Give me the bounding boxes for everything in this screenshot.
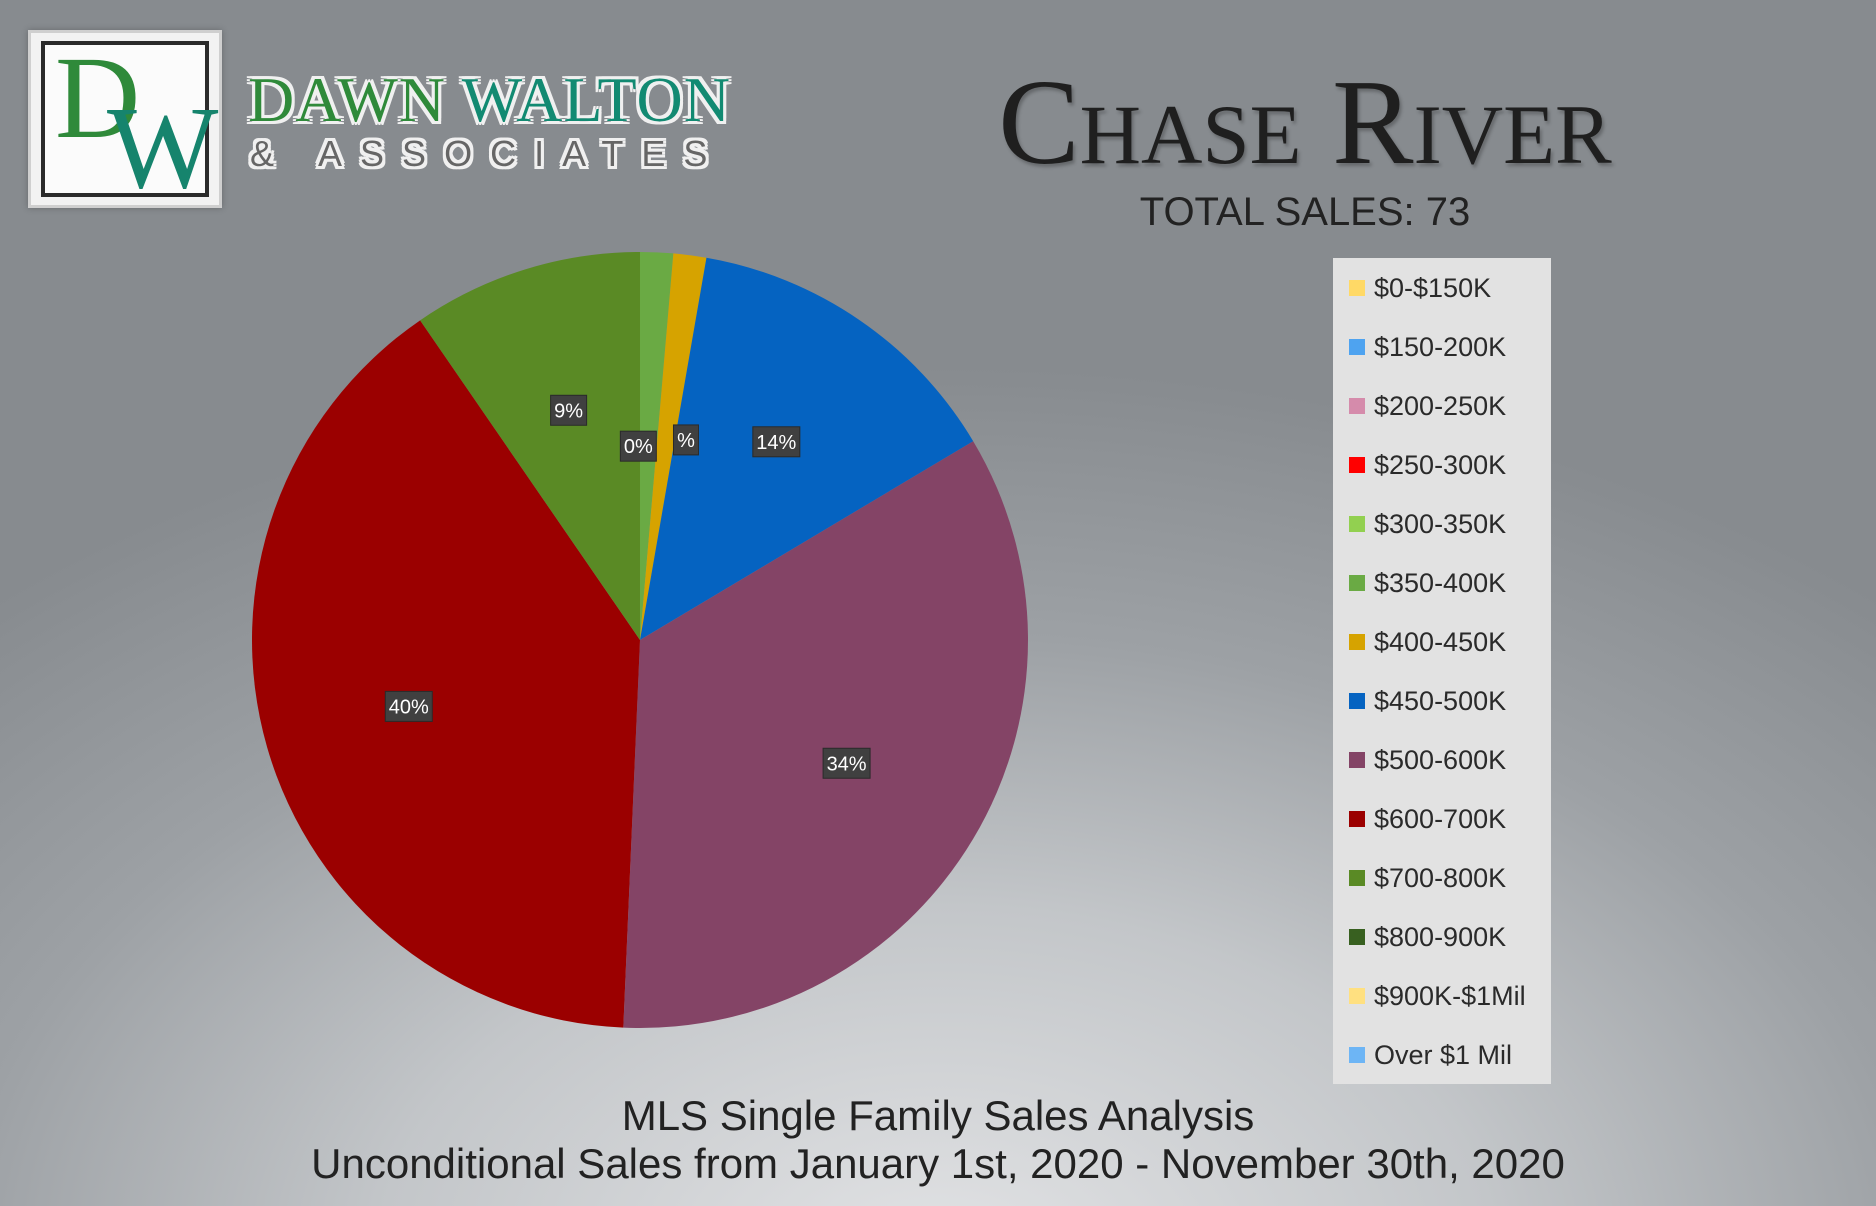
legend-swatch <box>1349 634 1365 650</box>
logo-letter-d: D <box>55 32 141 163</box>
legend-item-150-200k: $150-200K <box>1349 331 1506 363</box>
legend-label: $150-200K <box>1374 331 1507 362</box>
legend-label: $700-800K <box>1374 862 1507 893</box>
data-label-text: % <box>677 430 695 452</box>
data-label-400-450k: % <box>672 424 699 456</box>
pie-slice-500-600k <box>623 441 1028 1028</box>
pie-slice-700-800k <box>420 252 640 640</box>
legend-item-900k-1mil: $900K-$1Mil <box>1349 980 1526 1012</box>
data-label-box <box>752 426 801 458</box>
pie-slice-600-700k <box>251 320 641 1028</box>
legend-item-600-700k: $600-700K <box>1349 803 1506 835</box>
legend-label: $450-500K <box>1374 685 1507 716</box>
data-label-box <box>384 690 433 722</box>
pie-slices <box>251 252 1028 1028</box>
data-label-600-700k: 40% <box>384 690 433 722</box>
data-label-text: 40% <box>389 696 429 718</box>
brand-name-first: DAWN <box>248 64 446 135</box>
legend-swatch <box>1349 280 1365 296</box>
legend-item-0-150k: $0-$150K <box>1349 272 1491 304</box>
legend-label: $350-400K <box>1374 567 1507 598</box>
legend-item-350-400k: $350-400K <box>1349 567 1506 599</box>
data-label-box <box>550 394 588 426</box>
legend-swatch <box>1349 575 1365 591</box>
footer-subtitle: MLS Single Family Sales Analysis <box>621 1092 1255 1139</box>
footer-date-range: Unconditional Sales from January 1st, 20… <box>311 1140 1565 1187</box>
legend-swatch <box>1349 988 1365 1004</box>
legend-label: $250-300K <box>1374 449 1507 480</box>
legend-item-200-250k: $200-250K <box>1349 390 1506 422</box>
legend-item-800-900k: $800-900K <box>1349 921 1506 953</box>
data-label-450-500k: 14% <box>752 426 801 458</box>
data-label-box <box>822 747 871 779</box>
total-sales: TOTAL SALES: 73 <box>1139 190 1471 234</box>
pie-data-labels: 0%% 14% 34% 40% 9% <box>384 394 871 779</box>
pie-slice-450-500k <box>640 257 974 640</box>
data-label-text: 14% <box>756 432 796 454</box>
legend-swatch <box>1349 752 1365 768</box>
data-label-350-400k: 0% <box>619 430 657 462</box>
legend-item-400-450k: $400-450K <box>1349 626 1506 658</box>
legend-swatch <box>1349 457 1365 473</box>
legend-label: $0-$150K <box>1374 272 1492 303</box>
legend-label: $200-250K <box>1374 390 1507 421</box>
legend-swatch <box>1349 398 1365 414</box>
legend-swatch <box>1349 1047 1365 1063</box>
legend-swatch <box>1349 870 1365 886</box>
data-label-box <box>619 430 657 462</box>
data-label-700-800k: 9% <box>550 394 588 426</box>
legend-label: $900K-$1Mil <box>1374 980 1526 1011</box>
legend-label: $400-450K <box>1374 626 1507 657</box>
legend-item-over-1-mil: Over $1 Mil <box>1349 1039 1512 1071</box>
logo: D W <box>28 30 222 208</box>
data-label-500-600k: 34% <box>822 747 871 779</box>
legend-swatch <box>1349 693 1365 709</box>
legend-swatch <box>1349 811 1365 827</box>
chart-legend: $0-$150K $150-200K $200-250K $250-300K $300-… <box>1333 258 1551 1084</box>
data-label-box <box>672 424 699 456</box>
legend-swatch <box>1349 516 1365 532</box>
legend-item-250-300k: $250-300K <box>1349 449 1506 481</box>
brand-name: DAWN WALTON <box>248 68 731 132</box>
brand-subtitle: & ASSOCIATES <box>250 133 726 174</box>
brand-name-last: WALTON <box>461 64 731 135</box>
logo-frame: D W <box>41 32 218 207</box>
legend-item-700-800k: $700-800K <box>1349 862 1506 894</box>
data-label-text: 0% <box>624 436 653 458</box>
legend-label: $600-700K <box>1374 803 1507 834</box>
legend-item-500-600k: $500-600K <box>1349 744 1506 776</box>
data-label-text: 34% <box>827 753 867 775</box>
legend-label: $800-900K <box>1374 921 1507 952</box>
data-label-text: 9% <box>554 400 583 422</box>
legend-swatch <box>1349 339 1365 355</box>
chart-title: Chase River <box>998 55 1612 190</box>
legend-item-450-500k: $450-500K <box>1349 685 1506 717</box>
legend-item-300-350k: $300-350K <box>1349 508 1506 540</box>
logo-letter-w: W <box>107 82 219 213</box>
legend-swatch <box>1349 929 1365 945</box>
legend-label: $300-350K <box>1374 508 1507 539</box>
legend-label: $500-600K <box>1374 744 1507 775</box>
legend-label: Over $1 Mil <box>1374 1039 1513 1070</box>
